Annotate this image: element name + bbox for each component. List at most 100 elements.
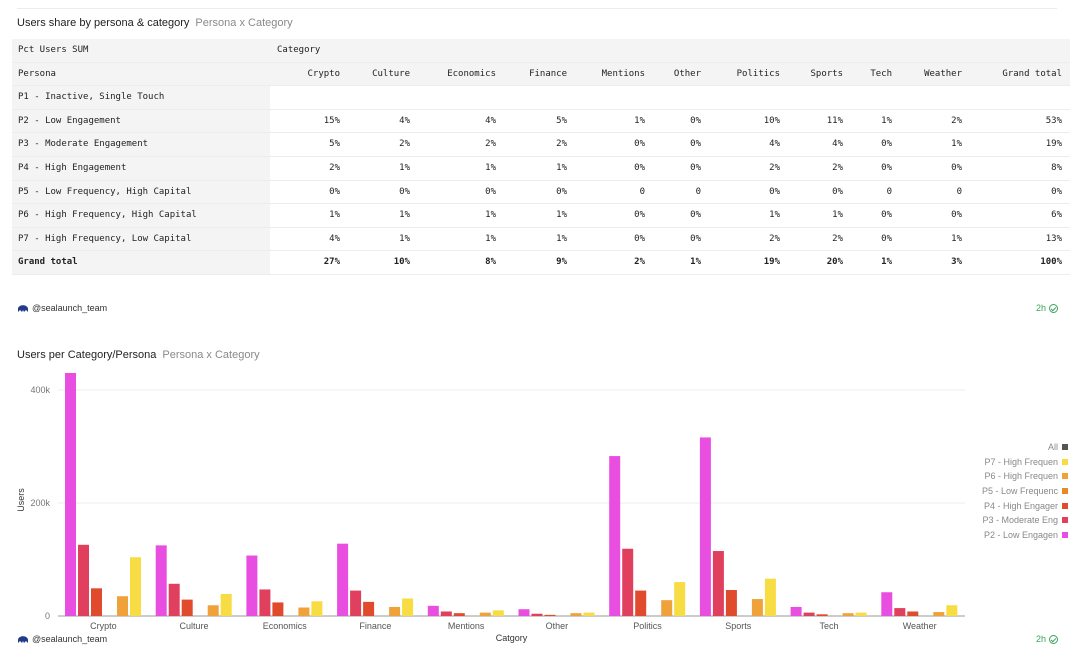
table-cell: 0% bbox=[634, 162, 645, 173]
bar bbox=[65, 373, 76, 616]
legend-label: P4 - High Engager bbox=[983, 500, 1058, 511]
persona-label: P1 - Inactive, Single Touch bbox=[12, 86, 270, 109]
chart-legend: All P7 - High Frequen P6 - High Frequen P5 … bbox=[968, 440, 1068, 542]
persona-label: P6 - High Frequency, High Capital bbox=[12, 204, 270, 227]
table-row: P2 - Low Engagement 15% 4% 4% 5% 1% 0% 10% 11% 1%… bbox=[12, 109, 1070, 134]
bar bbox=[518, 609, 530, 616]
legend-item[interactable]: All bbox=[968, 440, 1068, 455]
bar bbox=[453, 613, 465, 616]
x-axis-label: Catgory bbox=[496, 633, 528, 643]
table-cell: 1% bbox=[399, 162, 410, 173]
table-row: Grand total 27% 10% 8% 9% 2% 1% 19% 20% 1% 3% 100% bbox=[12, 251, 1070, 275]
bar bbox=[246, 555, 258, 616]
table-cell: 1% bbox=[556, 210, 567, 221]
octopus-icon bbox=[18, 305, 28, 312]
table-cell bbox=[585, 86, 645, 109]
table-cell bbox=[661, 86, 701, 109]
legend-label: P2 - Low Engagen bbox=[983, 529, 1058, 540]
table-cell: 1% bbox=[634, 115, 645, 126]
table-panel-title: Users share by persona & category Persona… bbox=[17, 17, 293, 29]
table-cell: 0% bbox=[690, 233, 701, 244]
table-cell: 0% bbox=[690, 210, 701, 221]
table-cell: 8% bbox=[485, 257, 496, 268]
table-cell: 5% bbox=[329, 139, 340, 150]
bar bbox=[803, 612, 815, 616]
chart-title: Users per Category/Persona bbox=[17, 349, 157, 361]
table-cell: 1% bbox=[399, 210, 410, 221]
table-title: Users share by persona & category bbox=[17, 17, 190, 29]
table-cell: 0% bbox=[690, 162, 701, 173]
bar bbox=[946, 605, 958, 616]
pivot-header-row: Pct Users SUM Category bbox=[12, 39, 1070, 63]
legend-item[interactable]: P7 - High Frequen bbox=[968, 455, 1068, 470]
table-cell: 4% bbox=[832, 139, 843, 150]
bar bbox=[790, 606, 802, 616]
column-header: Grand total bbox=[1002, 68, 1062, 79]
table-cell: 0 bbox=[956, 186, 962, 197]
chart-age-badge: 2h bbox=[1036, 634, 1058, 644]
legend-swatch bbox=[1062, 502, 1068, 509]
table-cell: 15% bbox=[323, 115, 340, 126]
chart-footer-user[interactable]: @sealaunch_team bbox=[32, 634, 108, 644]
bar bbox=[544, 614, 556, 616]
table-cell bbox=[852, 86, 892, 109]
table-cell: 1% bbox=[832, 210, 843, 221]
table-cell: 13% bbox=[1045, 233, 1062, 244]
pivot-table: Pct Users SUM Category Persona Crypto Cultur… bbox=[12, 39, 1070, 275]
grand-total-label: Grand total bbox=[12, 251, 270, 274]
x-tick-label: Mentions bbox=[448, 621, 485, 631]
table-footer-user[interactable]: @sealaunch_team bbox=[32, 303, 108, 313]
column-header: Economics bbox=[447, 68, 496, 79]
column-header: Tech bbox=[870, 68, 892, 79]
table-cell: 3% bbox=[951, 257, 962, 268]
table-cell: 27% bbox=[323, 257, 340, 268]
legend-item[interactable]: P2 - Low Engagen bbox=[968, 528, 1068, 543]
bar bbox=[181, 599, 193, 616]
table-cell: 20% bbox=[826, 257, 843, 268]
bar bbox=[155, 545, 167, 616]
table-row: P6 - High Frequency, High Capital 1% 1% 1% 1… bbox=[12, 204, 1070, 228]
column-header: Sports bbox=[810, 68, 843, 79]
table-cell: 1% bbox=[556, 162, 567, 173]
table-cell: 0% bbox=[769, 186, 780, 197]
table-cell: 5% bbox=[556, 115, 567, 126]
persona-label: P7 - High Frequency, Low Capital bbox=[12, 227, 270, 251]
legend-item[interactable]: P5 - Low Frequenc bbox=[968, 484, 1068, 499]
table-cell: 0% bbox=[1051, 186, 1062, 197]
legend-swatch bbox=[1062, 458, 1068, 465]
table-row: P7 - High Frequency, Low Capital 4% 1% 1% 1%… bbox=[12, 227, 1070, 252]
table-cell: 0 bbox=[886, 186, 892, 197]
bar bbox=[712, 551, 724, 616]
x-tick-label: Crypto bbox=[90, 621, 117, 631]
x-tick-label: Culture bbox=[180, 621, 209, 631]
table-cell: 1% bbox=[485, 210, 496, 221]
table-cell: 4% bbox=[485, 115, 496, 126]
table-cell: 2% bbox=[485, 139, 496, 150]
table-age-badge: 2h bbox=[1036, 303, 1058, 313]
table-cell: 11% bbox=[826, 115, 843, 126]
x-tick-label: Sports bbox=[725, 621, 752, 631]
table-cell: 2% bbox=[769, 233, 780, 244]
chart-age: 2h bbox=[1035, 634, 1046, 644]
table-cell: 4% bbox=[329, 233, 340, 244]
table-cell: 8% bbox=[1051, 162, 1062, 173]
x-tick-label: Economics bbox=[263, 621, 308, 631]
legend-item[interactable]: P6 - High Frequen bbox=[968, 469, 1068, 484]
table-cell: 1% bbox=[951, 139, 962, 150]
bar bbox=[674, 582, 686, 616]
table-cell: 1% bbox=[881, 257, 892, 268]
table-cell: 0% bbox=[329, 186, 340, 197]
bar-chart: 0 200k 400k Users Crypto Culture Economics Fina… bbox=[16, 373, 965, 643]
table-cell bbox=[280, 86, 340, 109]
legend-item[interactable]: P4 - High Engager bbox=[968, 498, 1068, 513]
chart-panel-title: Users per Category/Persona Persona x Cate… bbox=[17, 349, 260, 361]
legend-item[interactable]: P3 - Moderate Eng bbox=[968, 513, 1068, 528]
table-cell: 0% bbox=[634, 139, 645, 150]
table-cell bbox=[972, 86, 1062, 109]
bar bbox=[78, 544, 89, 616]
column-header: Culture bbox=[372, 68, 410, 79]
bar bbox=[427, 605, 439, 616]
bar bbox=[363, 601, 375, 616]
table-cell: 6% bbox=[1051, 210, 1062, 221]
check-circle-icon bbox=[1049, 634, 1058, 644]
